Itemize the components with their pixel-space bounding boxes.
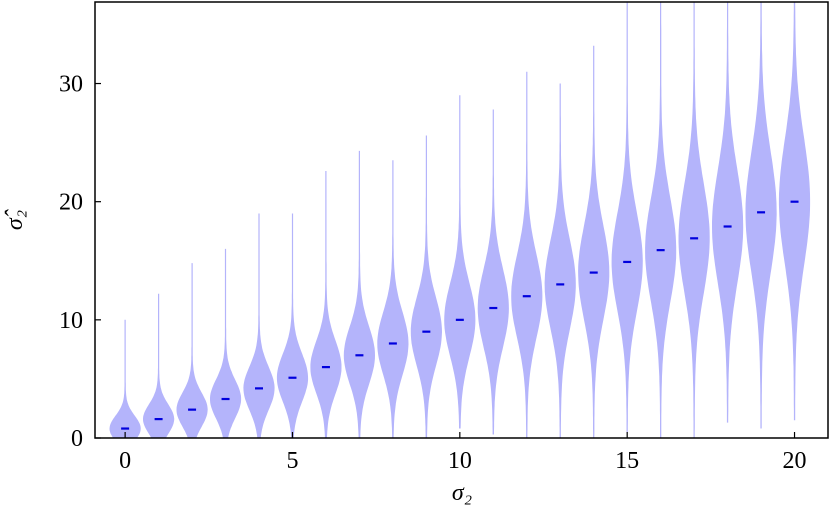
violin xyxy=(243,213,275,438)
violin xyxy=(410,135,442,438)
x-tick-label: 20 xyxy=(783,448,807,474)
violin xyxy=(276,213,309,438)
y-tick-label: 10 xyxy=(59,308,83,334)
y-tick-label: 20 xyxy=(59,190,83,216)
violin xyxy=(377,160,409,438)
x-tick-label: 5 xyxy=(286,448,298,474)
violin xyxy=(712,2,744,423)
axes-frame xyxy=(94,1,829,439)
violin xyxy=(477,109,509,435)
x-tick-label: 15 xyxy=(615,448,639,474)
violin xyxy=(109,319,141,438)
x-axis-label: σ₂ xyxy=(452,480,472,506)
violin xyxy=(210,248,242,438)
y-tick-label: 30 xyxy=(59,72,83,98)
violin xyxy=(611,2,643,433)
violin xyxy=(745,2,777,429)
violin xyxy=(578,45,610,438)
violin xyxy=(645,2,677,438)
violin xyxy=(444,95,476,429)
violin xyxy=(678,2,710,438)
x-tick-label: 0 xyxy=(119,448,131,474)
violin xyxy=(511,71,543,438)
x-tick-label: 10 xyxy=(448,448,472,474)
violin xyxy=(343,150,375,438)
violin xyxy=(544,83,576,438)
y-axis-label: σ̂₂ xyxy=(2,209,28,230)
violin xyxy=(310,171,342,438)
violin xyxy=(143,293,175,438)
y-tick-label: 0 xyxy=(71,426,83,452)
violin xyxy=(176,263,208,438)
violin xyxy=(778,2,811,421)
plot-area xyxy=(109,2,811,438)
